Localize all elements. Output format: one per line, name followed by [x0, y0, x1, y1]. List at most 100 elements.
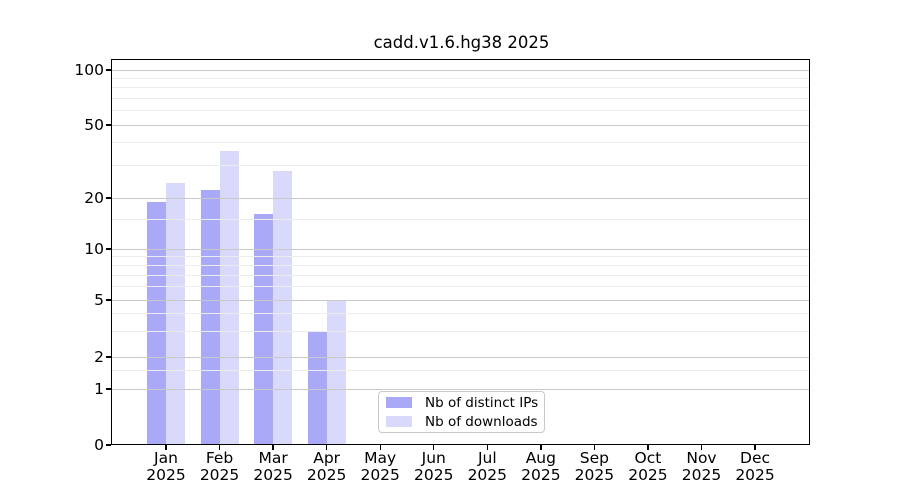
gridline-major: [112, 388, 810, 390]
x-tick-mark: [433, 445, 435, 450]
gridline-major: [112, 248, 810, 250]
y-tick-label: 1: [94, 380, 104, 398]
x-tick-year: 2025: [467, 465, 508, 484]
x-tick-month: Mar: [258, 449, 288, 467]
legend-color-patch: [386, 397, 412, 408]
gridline-minor: [112, 313, 810, 315]
x-tick-label-jun: Jun 2025: [406, 450, 462, 483]
y-tick-mark: [106, 356, 111, 358]
gridline-minor: [112, 256, 810, 258]
x-tick-label-nov: Nov 2025: [674, 450, 730, 483]
gridline-minor: [112, 264, 810, 266]
legend-color-patch: [386, 416, 412, 427]
x-tick-label-jan: Jan 2025: [138, 450, 194, 483]
gridline-minor: [112, 274, 810, 276]
bar-downloads-feb: [219, 151, 239, 445]
y-tick-label: 50: [84, 116, 104, 134]
x-tick-mark: [325, 445, 328, 450]
x-tick-label-may: May 2025: [352, 450, 408, 483]
x-tick-label-feb: Feb 2025: [192, 450, 248, 483]
legend-label: Nb of distinct IPs: [425, 394, 539, 411]
x-tick-mark: [379, 445, 381, 450]
x-tick-year: 2025: [306, 465, 347, 484]
y-tick-mark: [106, 197, 111, 199]
x-tick-month: Oct: [634, 449, 662, 467]
y-tick-mark: [106, 124, 111, 126]
x-tick-year: 2025: [253, 465, 293, 484]
x-tick-year: 2025: [199, 465, 240, 484]
gridline-minor: [112, 77, 810, 79]
gridline-major: [112, 69, 810, 71]
legend-row: Nb of distinct IPs: [386, 394, 539, 411]
y-tick-mark: [106, 299, 111, 301]
x-tick-mark: [700, 445, 703, 450]
gridline-minor: [112, 369, 810, 371]
x-tick-mark: [165, 445, 167, 450]
x-tick-mark: [486, 445, 488, 450]
legend: Nb of distinct IPs Nb of downloads: [378, 391, 545, 433]
gridline-minor: [112, 165, 810, 167]
y-tick-mark: [106, 444, 111, 446]
x-tick-mark: [540, 445, 542, 450]
x-tick-month: Dec: [740, 449, 771, 467]
bar-ips-apr: [307, 331, 327, 445]
gridline-major: [112, 124, 810, 126]
bar-downloads-mar: [273, 171, 293, 445]
x-tick-label-sep: Sep 2025: [566, 450, 622, 483]
gridline-minor: [112, 110, 810, 112]
legend-row: Nb of downloads: [386, 413, 538, 430]
x-tick-year: 2025: [735, 465, 775, 484]
y-tick-label: 5: [94, 291, 104, 309]
gridline-major: [112, 356, 810, 358]
gridline-minor: [112, 142, 810, 144]
x-tick-month: May: [364, 449, 397, 467]
gridline-minor: [112, 331, 810, 333]
x-tick-label-oct: Oct 2025: [620, 450, 676, 483]
x-tick-month: Sep: [579, 449, 609, 467]
x-tick-mark: [754, 445, 756, 450]
x-tick-mark: [272, 445, 274, 450]
x-tick-year: 2025: [681, 465, 722, 484]
x-tick-month: Jul: [477, 449, 497, 467]
x-tick-year: 2025: [521, 465, 561, 484]
x-tick-year: 2025: [628, 465, 668, 484]
gridline-minor: [112, 87, 810, 89]
bar-ips-feb: [200, 190, 220, 445]
x-tick-month: Nov: [686, 449, 717, 467]
gridline-major: [112, 299, 810, 301]
x-tick-month: Feb: [205, 449, 234, 467]
legend-label: Nb of downloads: [425, 413, 538, 430]
y-tick-label: 0: [94, 436, 104, 454]
x-tick-label-aug: Aug 2025: [513, 450, 569, 483]
x-tick-label-mar: Mar 2025: [245, 450, 301, 483]
x-tick-year: 2025: [360, 465, 400, 484]
gridline-minor: [112, 286, 810, 288]
x-tick-month: Jan: [154, 449, 178, 467]
x-tick-month: Jun: [421, 449, 446, 467]
bar-ips-mar: [254, 214, 274, 445]
gridline-minor: [112, 97, 810, 99]
y-tick-label: 100: [74, 61, 104, 79]
x-tick-mark: [647, 445, 649, 450]
y-tick-label: 10: [84, 240, 104, 258]
y-tick-mark: [106, 69, 111, 71]
x-tick-label-dec: Dec 2025: [727, 450, 783, 483]
x-tick-mark: [593, 445, 596, 450]
x-tick-mark: [218, 445, 221, 450]
x-tick-year: 2025: [574, 465, 615, 484]
x-tick-label-jul: Jul 2025: [459, 450, 515, 483]
gridline-minor: [112, 218, 810, 220]
bar-downloads-apr: [326, 300, 346, 445]
x-tick-month: Apr: [313, 449, 341, 467]
y-tick-label: 20: [84, 189, 104, 207]
y-tick-mark: [106, 248, 111, 250]
y-tick-label: 2: [94, 348, 104, 366]
y-tick-mark: [106, 388, 111, 390]
bar-ips-jan: [147, 201, 166, 445]
gridline-major: [112, 197, 810, 199]
x-tick-label-apr: Apr 2025: [299, 450, 355, 483]
x-tick-month: Aug: [525, 449, 556, 467]
chart-title: cadd.v1.6.hg38 2025: [373, 33, 550, 52]
x-tick-year: 2025: [414, 465, 454, 484]
